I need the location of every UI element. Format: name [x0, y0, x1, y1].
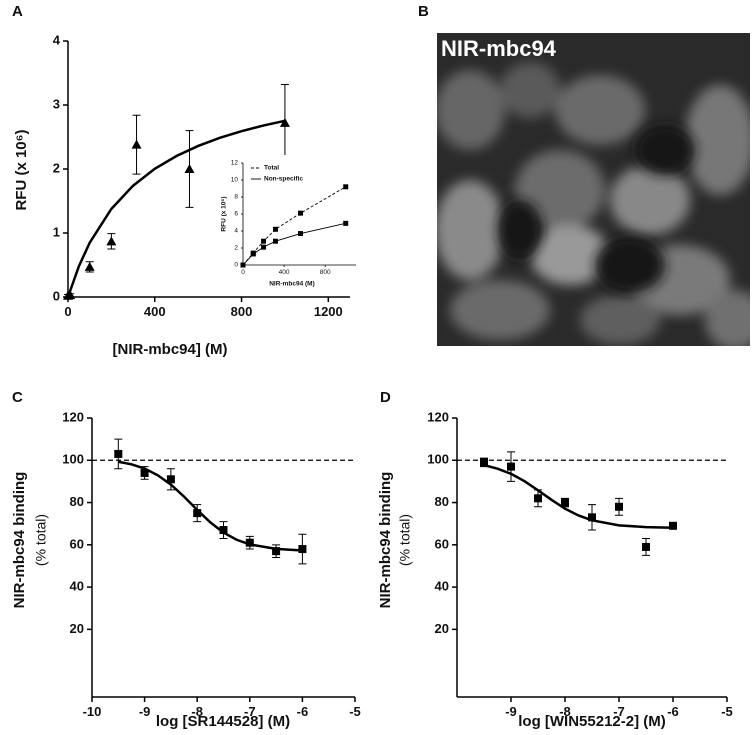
panel-label: B — [418, 3, 429, 20]
y-tick-label: 100 — [427, 452, 449, 467]
data-point — [343, 184, 349, 190]
data-point — [131, 139, 142, 149]
y-tick-label: 4 — [53, 32, 61, 47]
x-tick-label: 400 — [279, 269, 290, 276]
data-point — [166, 475, 175, 484]
fit-curve — [66, 119, 286, 298]
data-point — [507, 462, 515, 471]
y-axis-sublabel: (% total) — [33, 514, 49, 566]
y-tick-label: 4 — [234, 228, 238, 235]
x-tick-label: -7 — [613, 704, 625, 719]
y-tick-label: 0 — [234, 262, 238, 269]
y-tick-label: 40 — [70, 579, 84, 594]
y-tick-label: 60 — [70, 536, 84, 551]
x-tick-label: 800 — [231, 304, 253, 319]
legend-label: Total — [264, 165, 279, 172]
x-tick-label: -7 — [244, 704, 256, 719]
panel-label: A — [12, 3, 23, 20]
data-point — [561, 498, 569, 507]
x-tick-label: -8 — [559, 704, 571, 719]
data-point — [272, 238, 278, 244]
y-tick-label: 80 — [70, 494, 84, 509]
x-tick-label: -6 — [667, 704, 679, 719]
x-axis-label: log [WIN55212-2] (M) — [518, 713, 666, 730]
y-tick-label: 8 — [234, 194, 238, 201]
y-tick-label: 20 — [435, 621, 449, 636]
y-tick-label: 120 — [62, 409, 84, 424]
legend-label: Non-specific — [264, 176, 303, 183]
y-axis-sublabel: (% total) — [397, 514, 413, 566]
data-point — [272, 226, 278, 232]
y-tick-label: 3 — [53, 96, 60, 111]
x-axis-label: NIR-mbc94 (M) — [269, 281, 315, 288]
x-axis-label: [NIR-mbc94] (M) — [113, 341, 228, 358]
x-tick-label: -6 — [297, 704, 309, 719]
series-line — [242, 186, 346, 266]
data-point — [245, 538, 254, 547]
x-axis-label: log [SR144528] (M) — [156, 713, 290, 730]
y-tick-label: 20 — [70, 621, 84, 636]
panel-label: C — [12, 389, 23, 406]
y-tick-label: 2 — [53, 160, 60, 175]
x-tick-label: -9 — [505, 704, 517, 719]
x-tick-label: 0 — [64, 304, 71, 319]
y-axis-label: NIR-mbc94 binding — [11, 472, 28, 609]
y-tick-label: 0 — [53, 288, 60, 303]
fit-curve — [483, 463, 674, 529]
data-point — [65, 290, 76, 300]
data-point — [240, 262, 246, 268]
data-point — [261, 238, 267, 244]
data-point — [250, 251, 256, 257]
x-tick-label: -10 — [83, 704, 102, 719]
y-tick-label: 6 — [234, 211, 238, 218]
data-point — [588, 513, 596, 522]
data-point — [272, 547, 281, 556]
data-point — [114, 449, 123, 458]
data-point — [480, 458, 488, 467]
x-tick-label: -8 — [191, 704, 203, 719]
data-point — [343, 220, 349, 226]
x-tick-label: -5 — [721, 704, 733, 719]
y-axis-label: RFU (x 10⁶) — [221, 196, 228, 231]
y-tick-label: 40 — [435, 579, 449, 594]
y-tick-label: 2 — [234, 245, 238, 252]
data-point — [298, 210, 304, 216]
y-axis-label: NIR-mbc94 binding — [377, 472, 394, 609]
data-point — [615, 502, 623, 511]
y-tick-label: 120 — [427, 409, 449, 424]
data-point — [534, 494, 542, 503]
data-point — [140, 468, 149, 477]
y-tick-label: 12 — [231, 160, 239, 167]
y-axis-label: RFU (x 10⁶) — [13, 129, 30, 210]
data-point — [261, 244, 267, 250]
data-point — [279, 117, 290, 127]
x-tick-label: -9 — [139, 704, 151, 719]
data-point — [193, 509, 202, 518]
x-tick-label: 800 — [320, 269, 331, 276]
data-point — [84, 261, 95, 271]
data-point — [669, 521, 677, 530]
micrograph — [437, 33, 750, 346]
x-tick-label: 1200 — [314, 304, 343, 319]
y-tick-label: 10 — [231, 177, 239, 184]
data-point — [642, 542, 650, 551]
y-tick-label: 100 — [62, 452, 84, 467]
y-tick-label: 1 — [53, 224, 60, 239]
y-tick-label: 60 — [435, 536, 449, 551]
image-title: NIR-mbc94 — [441, 36, 557, 61]
data-point — [106, 236, 117, 246]
x-tick-label: -5 — [349, 704, 361, 719]
panel-label: D — [380, 389, 391, 406]
x-tick-label: 0 — [241, 269, 245, 276]
data-point — [184, 164, 195, 173]
data-point — [298, 231, 304, 237]
x-tick-label: 400 — [144, 304, 166, 319]
data-point — [298, 545, 307, 554]
data-point — [219, 526, 228, 535]
y-tick-label: 80 — [435, 494, 449, 509]
